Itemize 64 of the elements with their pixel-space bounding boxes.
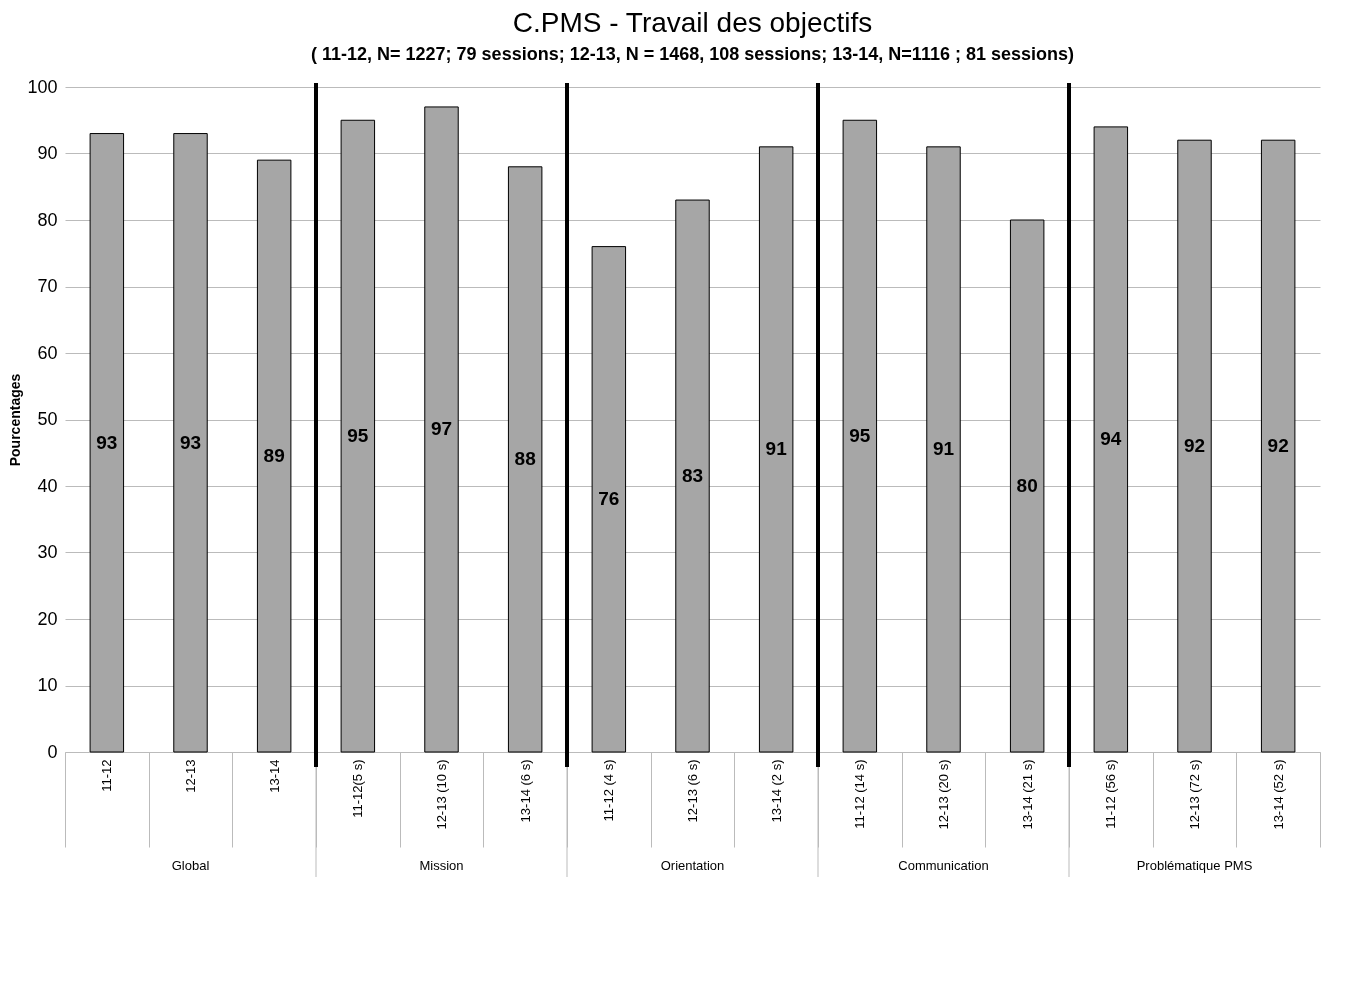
data-label: 91 <box>932 438 955 460</box>
x-tick-label: 13-14 (21 s) <box>1019 759 1035 830</box>
data-label: 76 <box>598 488 620 510</box>
text: Orientation <box>660 858 725 873</box>
x-tick-label: 12-13 (20 s) <box>936 759 951 830</box>
bar <box>675 199 710 753</box>
data-label: 91 <box>765 438 788 460</box>
y-tick-label: 20 <box>37 608 58 629</box>
chart-title: C.PMS - Travail des objectifs <box>512 7 873 38</box>
data-label: 89 <box>263 445 285 467</box>
bar <box>507 166 543 753</box>
data-label: 88 <box>514 448 536 470</box>
y-tick-label: 80 <box>37 209 58 230</box>
data-label: 97 <box>430 418 453 440</box>
y-tick-label: 30 <box>37 542 58 562</box>
x-tick-label: 11-12 (14 s) <box>852 759 868 829</box>
data-label: 80 <box>1016 475 1038 496</box>
x-tick-label: 13-14 (2 s) <box>768 759 784 823</box>
bar <box>1093 126 1129 753</box>
x-tick-label: 11-12 <box>99 759 115 792</box>
x-tick-label: 11-12 (56 s) <box>1103 759 1119 829</box>
y-tick-label: 60 <box>37 342 58 363</box>
bar <box>173 133 208 753</box>
x-tick-label: 11-12(5 s) <box>350 759 366 818</box>
x-tick-label: 13-14 (52 s) <box>1270 759 1286 830</box>
data-label: 93 <box>96 431 118 453</box>
chart-subtitle: ( 11-12, N= 1227; 79 sessions; 12-13, N = 1468, 108 sessions; 13-14, N=1116 ; 81 sessions) <box>311 44 1074 64</box>
bar <box>1009 219 1045 753</box>
y-tick-label: 50 <box>37 409 58 429</box>
y-tick-label: 100 <box>27 76 58 97</box>
y-tick-label: 40 <box>37 475 58 496</box>
x-tick-label: 13-14 <box>266 759 282 793</box>
data-label: 94 <box>1100 428 1122 450</box>
x-tick-label: 13-14 (6 s) <box>517 759 533 823</box>
y-tick-label: 10 <box>37 675 58 695</box>
bar <box>256 159 292 753</box>
bar <box>926 146 961 753</box>
bar <box>1177 139 1212 753</box>
x-tick-label: 12-13 (6 s) <box>685 759 700 823</box>
bar <box>424 106 459 753</box>
bar <box>591 246 627 753</box>
x-tick-label: 12-13 <box>183 759 198 793</box>
bar <box>842 119 878 753</box>
data-label: 92 <box>1183 435 1206 457</box>
data-label: 93 <box>179 431 202 453</box>
text: Global <box>171 858 210 873</box>
x-tick-label: 11-12 (4 s) <box>601 759 617 822</box>
data-label: 92 <box>1267 435 1289 457</box>
text: Mission <box>419 858 464 873</box>
y-tick-label: 90 <box>37 143 58 163</box>
data-label: 95 <box>347 425 369 447</box>
text: Problématique PMS <box>1136 858 1253 873</box>
bar <box>340 119 376 753</box>
y-axis-title: Pourcentages <box>7 373 24 467</box>
y-tick-label: 70 <box>37 276 58 296</box>
bar <box>1260 139 1296 753</box>
data-label: 95 <box>849 425 871 447</box>
data-label: 83 <box>681 465 704 487</box>
x-tick-label: 12-13 (10 s) <box>434 759 449 830</box>
y-tick-label: 0 <box>47 741 58 762</box>
bar <box>89 133 125 753</box>
bar <box>758 146 794 753</box>
x-tick-label: 12-13 (72 s) <box>1187 759 1202 830</box>
text: Communication <box>898 858 989 873</box>
